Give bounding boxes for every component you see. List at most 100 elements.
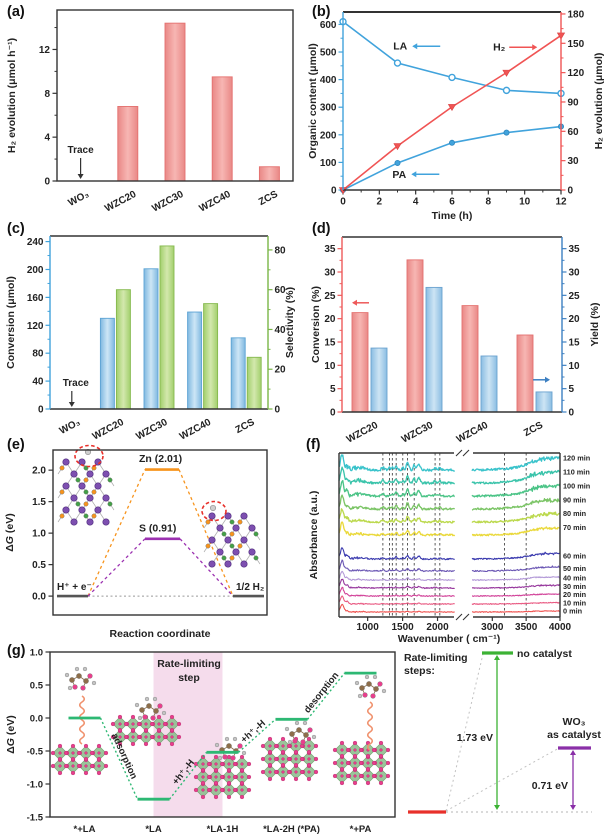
svg-text:60: 60 (275, 285, 287, 296)
svg-text:3000: 3000 (481, 622, 504, 633)
svg-text:PA: PA (392, 169, 406, 181)
svg-text:1/2 H₂: 1/2 H₂ (236, 582, 264, 593)
panel-a-h2-rate-bar-chart: 0 4 8 12 WO₃ WZC20 WZC30 WZC40 ZCS Trace H₂ evolut… (6, 9, 294, 215)
svg-text:100 min: 100 min (563, 481, 590, 490)
svg-text:80: 80 (275, 245, 287, 256)
svg-text:40: 40 (275, 325, 287, 336)
svg-text:1.0: 1.0 (30, 648, 43, 659)
svg-text:8: 8 (486, 197, 492, 208)
svg-text:60: 60 (568, 127, 580, 138)
svg-text:20: 20 (324, 314, 336, 325)
svg-text:WO₃: WO₃ (67, 189, 92, 209)
svg-text:Organic content (μmol): Organic content (μmol) (307, 43, 319, 159)
svg-text:30: 30 (569, 268, 581, 279)
svg-text:0: 0 (44, 177, 50, 188)
svg-text:200: 200 (320, 130, 337, 141)
svg-text:6: 6 (449, 197, 455, 208)
svg-text:0: 0 (38, 405, 44, 416)
svg-text:60 min: 60 min (563, 551, 586, 560)
svg-text:steps:: steps: (404, 665, 435, 677)
svg-text:10: 10 (569, 361, 581, 372)
svg-text:180: 180 (568, 9, 585, 20)
svg-text:12: 12 (555, 197, 567, 208)
svg-text:Yield (%): Yield (%) (589, 303, 601, 347)
svg-text:WZC40: WZC40 (198, 189, 233, 215)
svg-text:2000: 2000 (426, 622, 449, 633)
svg-text:*LA-1H: *LA-1H (207, 824, 239, 835)
svg-text:H₂ evolution (μmol h⁻¹): H₂ evolution (μmol h⁻¹) (6, 38, 18, 153)
svg-text:0: 0 (569, 408, 575, 419)
svg-text:0.71 eV: 0.71 eV (532, 780, 568, 792)
svg-text:Trace: Trace (63, 378, 90, 389)
svg-text:10: 10 (324, 361, 336, 372)
panel-label-c: (c) (7, 221, 25, 237)
svg-text:Reaction coordinate: Reaction coordinate (110, 628, 211, 640)
panel-label-a: (a) (7, 4, 25, 20)
svg-text:no catalyst: no catalyst (517, 648, 572, 660)
svg-text:*+PA: *+PA (350, 824, 372, 835)
svg-text:150: 150 (568, 39, 585, 50)
svg-text:400: 400 (320, 75, 337, 86)
svg-text:step: step (178, 672, 200, 684)
svg-text:Selectivity (%): Selectivity (%) (284, 287, 296, 358)
svg-text:300: 300 (320, 103, 337, 114)
svg-text:25: 25 (569, 291, 581, 302)
svg-text:1500: 1500 (391, 622, 414, 633)
svg-text:200: 200 (27, 265, 44, 276)
svg-text:2: 2 (377, 197, 383, 208)
svg-text:-0.5: -0.5 (27, 747, 44, 758)
svg-text:Absorbance (a.u.): Absorbance (a.u.) (308, 491, 320, 580)
svg-text:120: 120 (568, 68, 585, 79)
svg-text:30: 30 (324, 268, 336, 279)
svg-text:70 min: 70 min (563, 523, 586, 532)
svg-text:0.5: 0.5 (30, 681, 44, 692)
svg-text:Rate-limiting: Rate-limiting (157, 658, 221, 670)
svg-text:as catalyst: as catalyst (547, 729, 601, 741)
svg-text:15: 15 (324, 338, 336, 349)
svg-text:+h⁺,-H: +h⁺,-H (239, 718, 268, 746)
svg-text:100: 100 (320, 158, 337, 169)
panel-label-g: (g) (7, 643, 26, 659)
svg-text:WZC20: WZC20 (103, 189, 138, 215)
svg-text:H⁺ + e⁻: H⁺ + e⁻ (57, 582, 92, 593)
panel-label-d: (d) (312, 221, 331, 237)
svg-text:8: 8 (44, 89, 50, 100)
svg-text:2.0: 2.0 (32, 466, 46, 477)
svg-text:20: 20 (569, 314, 581, 325)
panel-g-reaction-profile-diagram: Rate-limitingstep1.00.50.0-0.5-1.0-1.5ad… (5, 648, 601, 836)
svg-text:0 min: 0 min (563, 607, 582, 616)
svg-text:4: 4 (413, 197, 419, 208)
svg-text:120: 120 (27, 321, 44, 332)
svg-text:10: 10 (519, 197, 531, 208)
svg-text:WZC30: WZC30 (150, 189, 185, 215)
svg-text:Zn (2.01): Zn (2.01) (139, 453, 182, 465)
svg-text:40: 40 (32, 377, 44, 388)
panel-label-b: (b) (312, 4, 331, 20)
svg-text:10 min: 10 min (563, 598, 586, 607)
svg-text:LA: LA (393, 41, 407, 53)
svg-text:0: 0 (340, 197, 346, 208)
svg-text:*+LA: *+LA (74, 824, 96, 835)
svg-text:600: 600 (320, 20, 337, 31)
svg-text:15: 15 (569, 338, 581, 349)
svg-text:80 min: 80 min (563, 509, 586, 518)
svg-text:Trace: Trace (68, 145, 95, 156)
svg-text:H₂: H₂ (493, 42, 506, 54)
svg-text:110 min: 110 min (563, 467, 590, 476)
svg-text:20: 20 (275, 365, 287, 376)
svg-text:120 min: 120 min (563, 453, 590, 462)
svg-text:-1.5: -1.5 (27, 813, 44, 824)
svg-text:*LA-2H (*PA): *LA-2H (*PA) (263, 824, 320, 835)
svg-text:ZCS: ZCS (257, 189, 280, 208)
svg-text:90: 90 (568, 97, 580, 108)
svg-text:Conversion (%): Conversion (%) (310, 286, 322, 363)
svg-text:H₂ evolution (μmol): H₂ evolution (μmol) (593, 53, 605, 150)
svg-text:desorption: desorption (302, 670, 341, 715)
svg-text:0: 0 (568, 186, 574, 197)
svg-text:Time (h): Time (h) (432, 210, 473, 222)
svg-text:0: 0 (330, 408, 336, 419)
